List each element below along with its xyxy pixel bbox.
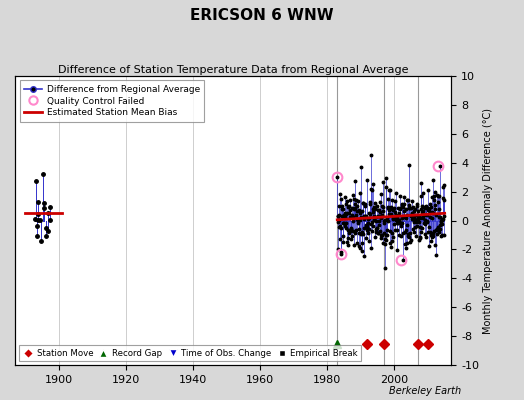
Title: Difference of Station Temperature Data from Regional Average: Difference of Station Temperature Data f… bbox=[58, 65, 408, 75]
Legend: Station Move, Record Gap, Time of Obs. Change, Empirical Break: Station Move, Record Gap, Time of Obs. C… bbox=[19, 345, 362, 361]
Text: Berkeley Earth: Berkeley Earth bbox=[389, 386, 461, 396]
Y-axis label: Monthly Temperature Anomaly Difference (°C): Monthly Temperature Anomaly Difference (… bbox=[483, 108, 493, 334]
Text: ERICSON 6 WNW: ERICSON 6 WNW bbox=[190, 8, 334, 23]
